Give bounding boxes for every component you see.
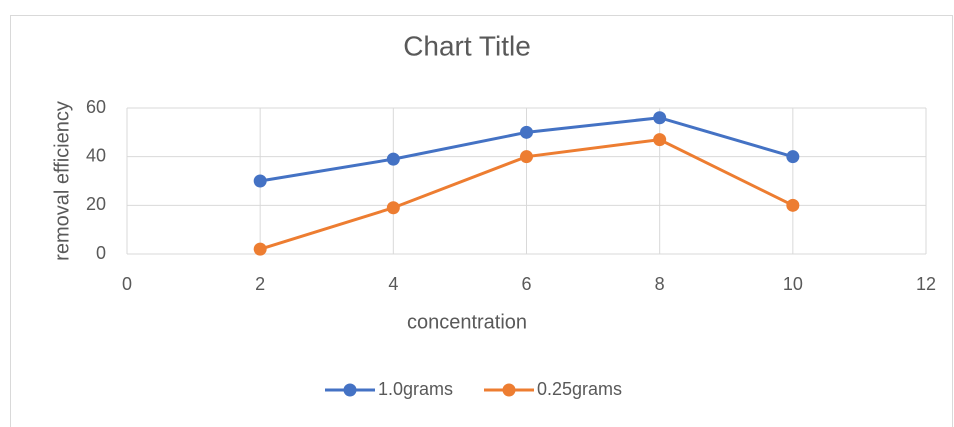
x-tick-label: 0 [122,274,132,294]
legend-label: 1.0grams [378,379,453,399]
data-point [386,152,400,166]
data-point [253,174,267,188]
data-point [786,198,800,212]
y-tick-label: 60 [86,97,106,117]
data-point [253,242,267,256]
x-tick-label: 4 [388,274,398,294]
data-point [653,133,667,147]
legend-swatch-marker [343,383,357,397]
y-tick-label: 20 [86,194,106,214]
x-tick-label: 12 [916,274,936,294]
x-tick-label: 2 [255,274,265,294]
y-tick-label: 0 [96,243,106,263]
chart-frame [10,15,953,427]
data-point [386,201,400,215]
x-tick-label: 10 [783,274,803,294]
x-tick-label: 6 [521,274,531,294]
chart-title: Chart Title [403,30,531,61]
legend-label: 0.25grams [537,379,622,399]
data-point [786,150,800,164]
data-point [520,125,533,139]
data-point [653,111,667,125]
y-axis-title: removal efficiency [51,101,73,261]
x-axis-title: concentration [407,311,527,333]
legend-swatch-marker [502,383,516,397]
x-tick-label: 8 [655,274,665,294]
y-tick-label: 40 [86,145,106,165]
data-point [520,150,533,164]
